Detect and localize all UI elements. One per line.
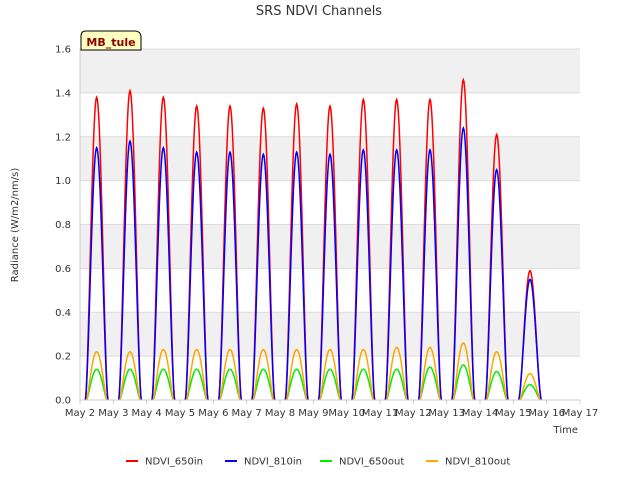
background-band [80,136,580,181]
x-tick-label: May 14 [462,408,499,419]
y-tick-label: 0.6 [55,264,71,275]
x-tick-label: May 16 [528,408,565,419]
y-tick-label: 0.0 [55,396,71,407]
legend: NDVI_650in NDVI_810in NDVI_650out NDVI_810o… [126,457,510,468]
series-layer [84,77,543,401]
y-tick-label: 1.6 [55,45,71,56]
y-axis-label: Radiance (W/m2/nm/s) [10,168,21,283]
series-line-NDVI_650in [84,77,543,401]
x-axis-label: Time [553,425,578,436]
x-tick-label: May 15 [495,408,532,419]
series-line-NDVI_810out [85,342,541,401]
y-tick-label: 0.4 [55,308,71,319]
y-tick-label: 1.0 [55,176,71,187]
x-tick-label: May 10 [328,408,365,419]
y-axis-ticks: 0.0 0.2 0.4 0.6 0.8 1.0 1.2 1.4 1.6 [55,45,71,407]
legend-label-NDVI_650out: NDVI_650out [339,457,404,468]
site-label: MB_tule [86,36,135,49]
x-tick-label: May 17 [562,408,599,419]
chart-title: SRS NDVI Channels [256,4,382,19]
y-tick-label: 0.8 [55,220,71,231]
x-tick-label: May 13 [428,408,465,419]
site-label-box: MB_tule [80,30,142,51]
x-tick-label: May 4 [132,408,162,419]
x-axis-ticks: May 2 May 3 May 4 May 5 May 6 May 7 May 8 May 9… [65,400,598,419]
x-tick-label: May 7 [232,408,262,419]
series-line-NDVI_810in [84,126,543,401]
x-tick-label: May 3 [98,408,128,419]
y-tick-label: 1.4 [55,88,71,99]
legend-label-NDVI_650in: NDVI_650in [145,457,203,468]
x-tick-label: May 6 [198,408,228,419]
x-tick-label: May 5 [165,408,195,419]
legend-label-NDVI_810out: NDVI_810out [445,457,510,468]
background-band [80,49,580,93]
legend-label-NDVI_810in: NDVI_810in [244,457,302,468]
x-tick-label: May 12 [395,408,432,419]
background-band [80,224,580,269]
x-tick-label: May 8 [265,408,295,419]
x-tick-label: May 9 [298,408,328,419]
x-tick-label: May 2 [65,408,95,419]
series-line-NDVI_650out [85,364,541,401]
y-tick-label: 0.2 [55,352,71,363]
axes [79,49,580,401]
x-tick-label: May 11 [362,408,399,419]
y-tick-label: 1.2 [55,132,71,143]
